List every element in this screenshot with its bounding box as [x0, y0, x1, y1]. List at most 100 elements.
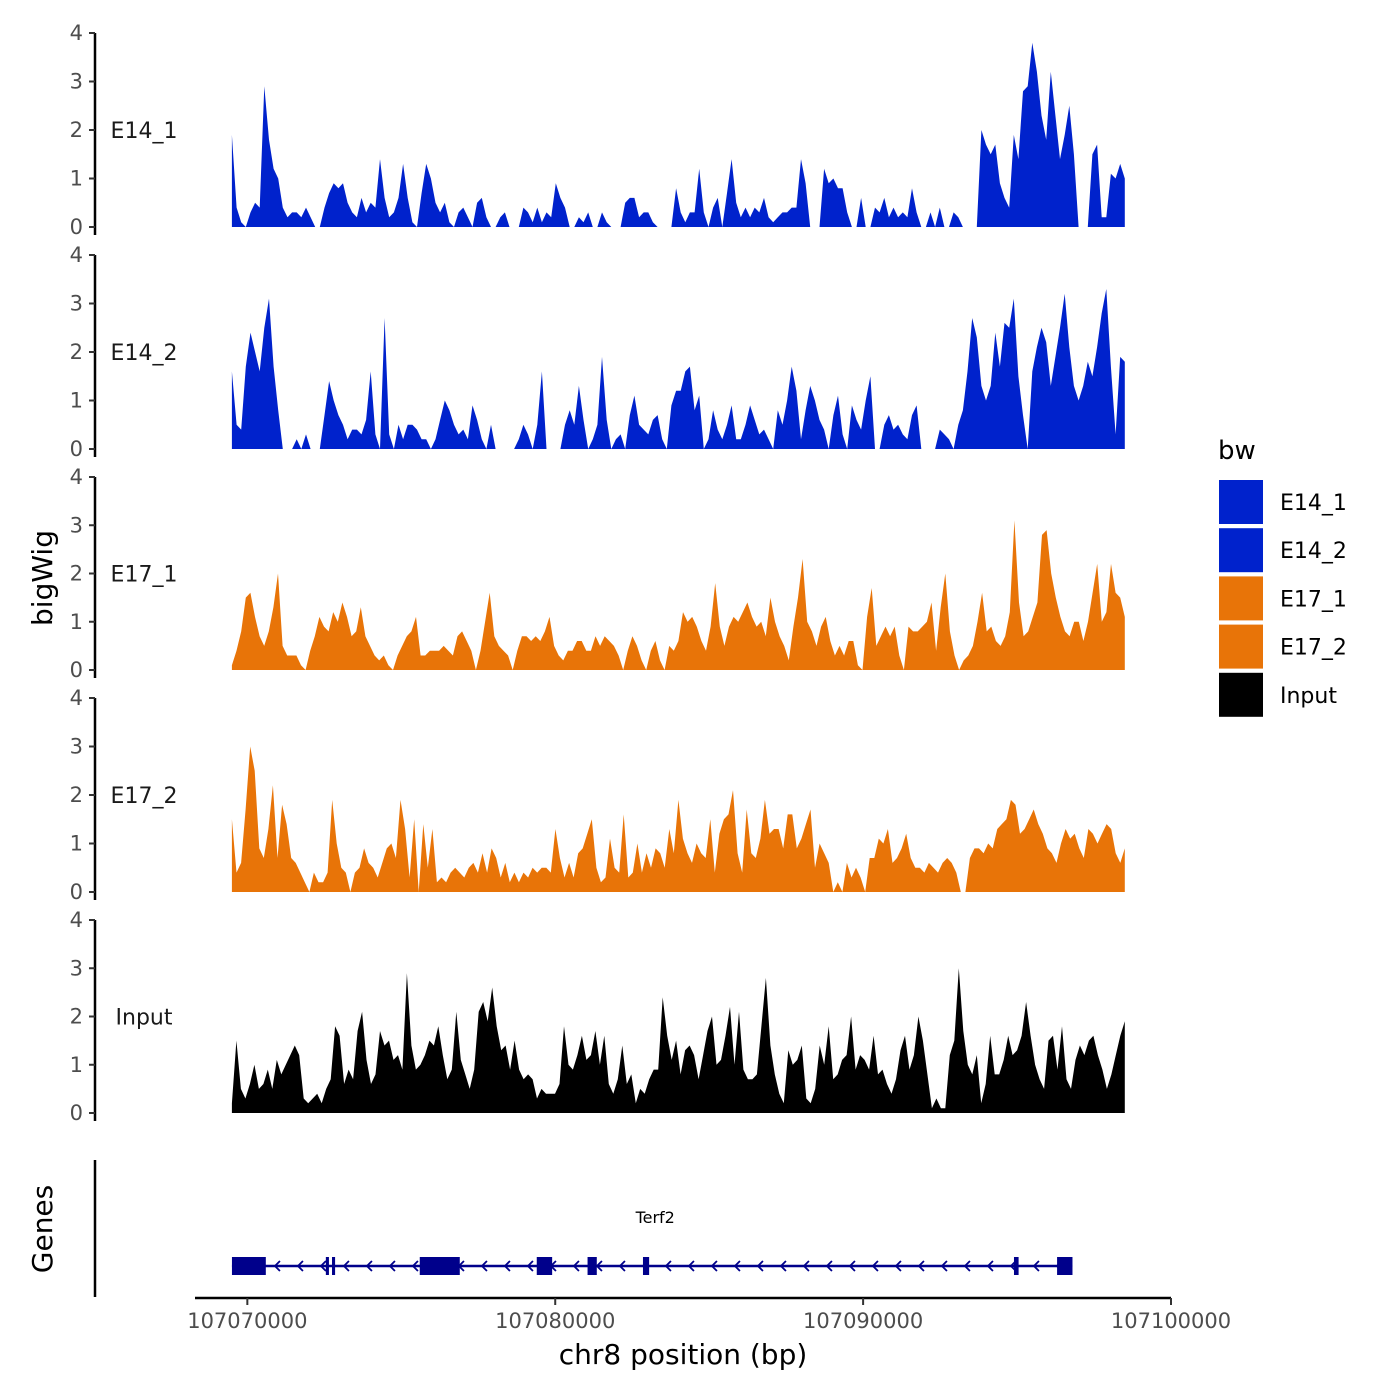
strand-arrow-icon [779, 1260, 787, 1272]
strand-arrow-icon [480, 1260, 488, 1272]
track-label: E14_2 [111, 341, 178, 366]
strand-arrow-icon [618, 1260, 626, 1272]
gene-exon [1057, 1257, 1073, 1275]
legend-item-e14-1: E14_1 [1219, 480, 1347, 524]
gene-exon [419, 1257, 460, 1275]
legend-swatch [1219, 576, 1263, 621]
track-e14-2: 0 1 2 3 4 E14_2 [70, 243, 1125, 461]
y-tick-label: 0 [70, 437, 83, 461]
strand-arrow-icon [526, 1260, 534, 1272]
y-tick-label: 0 [70, 880, 83, 904]
legend: E14_1 E14_2 E17_1 E17_2 Input [1219, 480, 1347, 717]
track-label: E17_2 [111, 784, 178, 809]
legend-swatch [1219, 624, 1263, 669]
track-e17-2: 0 1 2 3 4 E17_2 [70, 686, 1125, 904]
y-tick-label: 3 [70, 513, 83, 537]
strand-arrow-icon [503, 1260, 511, 1272]
strand-arrow-icon [894, 1260, 902, 1272]
gene-name-label: Terf2 [635, 1208, 675, 1227]
legend-item-e17-1: E17_1 [1219, 576, 1347, 621]
legend-label: E17_2 [1280, 636, 1347, 661]
strand-arrow-icon [411, 1260, 419, 1272]
legend-label: Input [1280, 684, 1337, 709]
coverage-area [231, 746, 1125, 892]
gene-exon [642, 1257, 650, 1275]
strand-arrow-icon [296, 1260, 304, 1272]
coverage-area [231, 42, 1125, 228]
y-tick-label: 3 [70, 70, 83, 94]
strand-arrow-icon [595, 1260, 603, 1272]
x-tick-label: 107090000 [803, 1309, 923, 1333]
legend-item-e17-2: E17_2 [1219, 624, 1347, 669]
gene-exon [1013, 1257, 1019, 1275]
y-tick-label: 2 [70, 562, 83, 586]
y-tick-label: 4 [70, 465, 83, 489]
legend-item-input: Input [1219, 672, 1337, 717]
strand-arrow-icon [940, 1260, 948, 1272]
y-tick-label: 2 [70, 340, 83, 364]
y-tick-label: 4 [70, 21, 83, 45]
legend-title: bw [1218, 436, 1256, 466]
y-tick-label: 1 [70, 832, 83, 856]
strand-arrow-icon [733, 1260, 741, 1272]
coverage-area [231, 520, 1125, 670]
y-tick-label: 3 [70, 292, 83, 316]
gene-track: Terf2 [93, 1160, 1073, 1297]
strand-arrow-icon [1032, 1260, 1040, 1272]
legend-label: E17_1 [1280, 587, 1347, 612]
strand-arrow-icon [273, 1260, 281, 1272]
y-tick-label: 0 [70, 658, 83, 682]
strand-arrow-icon [986, 1260, 994, 1272]
x-tick-label: 107080000 [495, 1309, 615, 1333]
y-tick-label: 4 [70, 686, 83, 710]
y-tick-label: 4 [70, 243, 83, 267]
strand-arrow-icon [687, 1260, 695, 1272]
legend-label: E14_1 [1280, 491, 1347, 516]
x-axis-title: chr8 position (bp) [559, 1338, 808, 1371]
y-tick-label: 2 [70, 1005, 83, 1029]
coverage-area [231, 968, 1125, 1113]
strand-arrow-icon [756, 1260, 764, 1272]
gene-exon [231, 1257, 266, 1275]
strand-arrow-icon [963, 1260, 971, 1272]
strand-arrow-icon [917, 1260, 925, 1272]
gene-exon [325, 1257, 329, 1275]
track-label: E14_1 [111, 119, 178, 144]
strand-arrow-icon [848, 1260, 856, 1272]
y-tick-label: 2 [70, 783, 83, 807]
strand-arrow-icon [342, 1260, 350, 1272]
strand-arrow-icon [871, 1260, 879, 1272]
legend-swatch [1219, 480, 1263, 524]
strand-arrow-icon [319, 1260, 327, 1272]
strand-arrow-icon [825, 1260, 833, 1272]
gene-exon [536, 1257, 553, 1275]
x-axis: 107070000 107080000 107090000 107100000 [187, 1296, 1231, 1333]
y-tick-label: 0 [70, 215, 83, 239]
track-label: Input [116, 1006, 173, 1031]
gene-exon [332, 1257, 336, 1275]
y-tick-label: 0 [70, 1101, 83, 1125]
track-e17-1: 0 1 2 3 4 E17_1 [70, 465, 1125, 682]
x-tick-label: 107070000 [187, 1309, 307, 1333]
x-tick-label: 107100000 [1111, 1309, 1231, 1333]
y-tick-label: 4 [70, 908, 83, 932]
legend-swatch [1219, 528, 1263, 573]
y-tick-label: 3 [70, 956, 83, 980]
y-tick-label: 3 [70, 735, 83, 759]
strand-arrow-icon [802, 1260, 810, 1272]
track-input: 0 1 2 3 4 Input [70, 908, 1125, 1125]
legend-swatch [1219, 672, 1263, 717]
strand-arrow-icon [664, 1260, 672, 1272]
y-tick-label: 1 [70, 1053, 83, 1077]
legend-item-e14-2: E14_2 [1219, 528, 1347, 573]
coverage-area [231, 289, 1125, 449]
y-tick-label: 1 [70, 389, 83, 413]
track-e14-1: 0 1 2 3 4 E14_1 [70, 21, 1125, 239]
track-label: E17_1 [111, 563, 178, 588]
y-axis-title: bigWig [26, 530, 59, 626]
y-tick-label: 2 [70, 118, 83, 142]
legend-label: E14_2 [1280, 539, 1347, 564]
y-tick-label: 1 [70, 610, 83, 634]
